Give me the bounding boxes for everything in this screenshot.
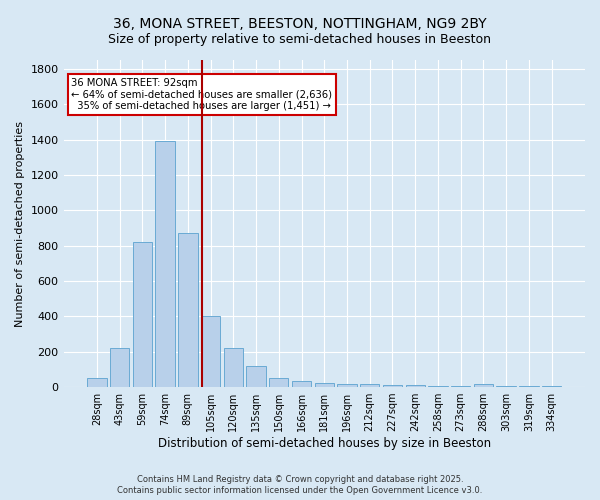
Y-axis label: Number of semi-detached properties: Number of semi-detached properties <box>15 120 25 326</box>
Bar <box>292 381 311 387</box>
Bar <box>133 242 152 387</box>
Bar <box>110 348 130 387</box>
Bar <box>178 234 197 387</box>
Bar <box>406 386 425 387</box>
Text: Size of property relative to semi-detached houses in Beeston: Size of property relative to semi-detach… <box>109 32 491 46</box>
Bar <box>201 316 220 387</box>
Bar <box>337 384 356 387</box>
Bar <box>428 386 448 387</box>
Bar <box>314 382 334 387</box>
Bar <box>87 378 107 387</box>
Text: Contains public sector information licensed under the Open Government Licence v3: Contains public sector information licen… <box>118 486 482 495</box>
Bar <box>383 386 402 387</box>
Bar <box>474 384 493 387</box>
Bar <box>451 386 470 387</box>
Bar <box>155 142 175 387</box>
X-axis label: Distribution of semi-detached houses by size in Beeston: Distribution of semi-detached houses by … <box>158 437 491 450</box>
Bar <box>542 386 561 387</box>
Bar <box>360 384 379 387</box>
Text: Contains HM Land Registry data © Crown copyright and database right 2025.: Contains HM Land Registry data © Crown c… <box>137 475 463 484</box>
Bar <box>519 386 539 387</box>
Bar <box>496 386 516 387</box>
Text: 36 MONA STREET: 92sqm
← 64% of semi-detached houses are smaller (2,636)
  35% of: 36 MONA STREET: 92sqm ← 64% of semi-deta… <box>71 78 332 111</box>
Text: 36, MONA STREET, BEESTON, NOTTINGHAM, NG9 2BY: 36, MONA STREET, BEESTON, NOTTINGHAM, NG… <box>113 18 487 32</box>
Bar <box>247 366 266 387</box>
Bar <box>269 378 289 387</box>
Bar <box>224 348 243 387</box>
